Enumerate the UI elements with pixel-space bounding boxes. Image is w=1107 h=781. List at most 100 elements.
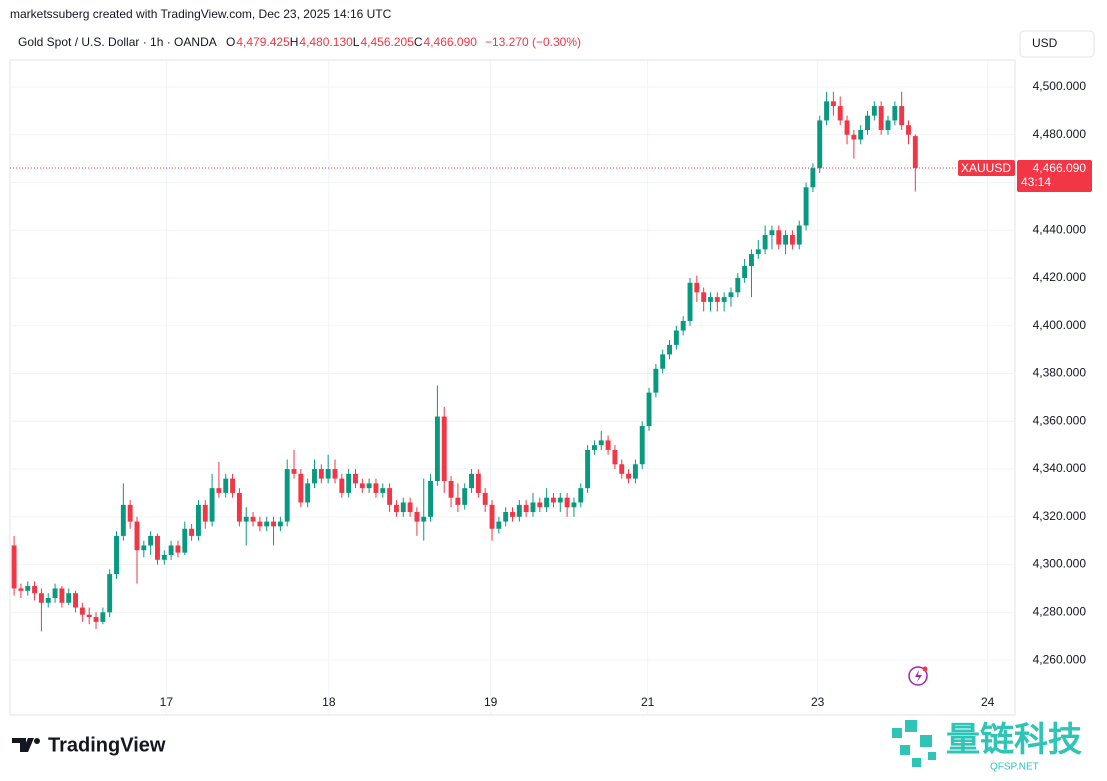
- candle-body: [537, 502, 543, 508]
- ohlc-text: O4,479.425H4,480.130L4,456.205C4,466.090…: [226, 35, 581, 49]
- candle-body: [434, 416, 440, 481]
- candle-body: [571, 502, 577, 508]
- candle-body: [865, 115, 870, 130]
- candle-body: [216, 488, 222, 493]
- candle-body: [728, 292, 734, 298]
- candle-body: [632, 464, 638, 479]
- candle-body: [653, 368, 659, 393]
- candle-body: [52, 588, 58, 598]
- candle-body: [885, 120, 891, 130]
- wm-block: [892, 728, 902, 738]
- candle-body: [687, 282, 693, 321]
- symbol: Gold Spot / U.S. Dollar · 1h · OANDA: [18, 35, 217, 49]
- currency-button[interactable]: [1019, 30, 1095, 58]
- wm-block: [912, 758, 921, 767]
- candle-body: [305, 483, 311, 503]
- candle-body: [250, 516, 256, 522]
- y-tick-label: 4,380.000: [1033, 366, 1087, 380]
- candle-body: [701, 292, 707, 302]
- y-tick-label: 4,280.000: [1033, 604, 1087, 618]
- candle-body: [503, 512, 509, 522]
- candle-body: [291, 469, 297, 474]
- y-tick-label: 4,440.000: [1033, 222, 1087, 236]
- candle-body: [73, 593, 79, 608]
- ohlc-value: 4,456.205: [360, 35, 414, 49]
- candle-body: [803, 187, 809, 226]
- x-tick-label: 23: [811, 695, 825, 709]
- logo-dot: [34, 738, 40, 744]
- candle-body: [462, 488, 468, 505]
- price-badge-text: 4,466.090: [1033, 161, 1087, 175]
- symbol-badge: [958, 159, 1015, 176]
- candle-body: [448, 480, 454, 498]
- candle-body: [38, 593, 44, 603]
- candle-body: [516, 504, 522, 517]
- candle-body: [844, 120, 850, 135]
- candle-body: [899, 106, 905, 126]
- candle-body: [619, 464, 625, 474]
- candle-body: [284, 469, 290, 522]
- candle-body: [271, 521, 276, 527]
- ohlc-legend: O4,479.425H4,480.130L4,456.205C4,466.090…: [226, 35, 581, 49]
- candle-body: [639, 426, 645, 465]
- icon-ring[interactable]: [908, 666, 928, 686]
- candle-body: [762, 235, 768, 250]
- y-tick-label: 4,360.000: [1033, 413, 1087, 427]
- candle-body: [680, 320, 686, 331]
- y-tick-label: 4,260.000: [1033, 652, 1087, 666]
- candle-body: [93, 617, 99, 622]
- candle-body: [318, 469, 324, 479]
- candle-body: [18, 588, 24, 591]
- candle-body: [45, 597, 51, 603]
- candle-body: [871, 106, 877, 116]
- candle-body: [660, 354, 666, 369]
- ohlc-value: 4,480.130: [299, 35, 353, 49]
- currency[interactable]: USD: [1032, 36, 1058, 50]
- y-tick-label: 4,420.000: [1033, 270, 1087, 284]
- candle-body: [182, 528, 188, 553]
- logo-icon: [12, 738, 34, 752]
- candle-body: [578, 488, 584, 503]
- wm-block: [920, 735, 932, 747]
- candle-body: [312, 469, 317, 484]
- countdown-text: 43:14: [1021, 175, 1051, 189]
- candle-body: [612, 449, 618, 465]
- x-tick-label: 18: [322, 695, 336, 709]
- candle-body: [134, 521, 140, 551]
- candle-body: [59, 588, 65, 603]
- candle-body: [161, 555, 167, 560]
- candle-body: [441, 416, 447, 481]
- candle-body: [776, 230, 782, 245]
- candle-body: [605, 440, 611, 450]
- y-tick-label: 4,340.000: [1033, 461, 1087, 475]
- candle-body: [107, 574, 113, 613]
- candle-body: [120, 504, 126, 536]
- candle-body: [195, 504, 201, 536]
- candle-body: [189, 528, 195, 536]
- candle-body: [626, 473, 632, 479]
- candle-body: [564, 497, 570, 508]
- icon-bolt[interactable]: [915, 670, 922, 682]
- candle-body: [755, 249, 761, 255]
- candle-body: [735, 278, 741, 293]
- candle-body: [858, 129, 864, 140]
- ohlc-value: 4,479.425: [236, 35, 290, 49]
- candle-body: [175, 545, 181, 553]
- candle-body: [742, 266, 748, 279]
- candle-body: [475, 473, 481, 493]
- candle-body: [892, 106, 898, 121]
- candle-body: [236, 492, 242, 522]
- candle-body: [325, 469, 331, 479]
- candle-body: [585, 449, 591, 489]
- candle-body: [264, 521, 270, 527]
- candle-body: [230, 478, 236, 493]
- timeline-icon[interactable]: [908, 666, 928, 686]
- candle-body: [796, 225, 802, 245]
- candle-body: [366, 483, 372, 489]
- candle-body: [79, 607, 85, 615]
- candle-body: [421, 516, 427, 522]
- candle-body: [380, 488, 386, 493]
- candle-body: [32, 586, 38, 594]
- candle-body: [332, 469, 338, 479]
- icon-dot[interactable]: [922, 666, 928, 672]
